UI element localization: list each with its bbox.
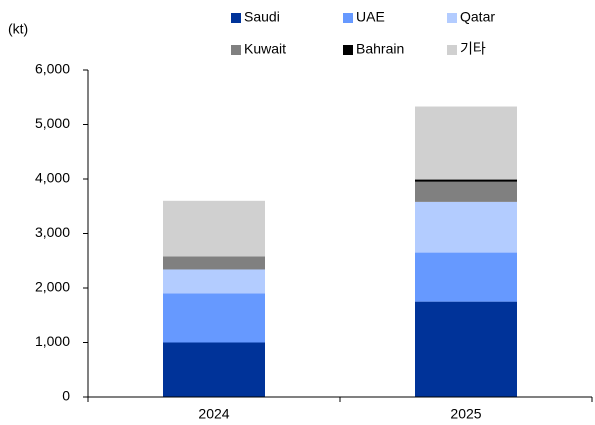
legend-swatch: [343, 13, 353, 23]
bar-segment: [415, 201, 517, 253]
bar-segment: [163, 342, 265, 397]
y-tick-label: 3,000: [35, 224, 70, 240]
bar-segment: [163, 293, 265, 343]
legend-swatch: [447, 45, 457, 55]
bar-segment: [163, 269, 265, 294]
x-tick-label: 2024: [198, 406, 229, 422]
legend-label: Bahrain: [356, 41, 404, 57]
y-tick-label: 6,000: [35, 61, 70, 77]
legend-swatch: [447, 13, 457, 23]
bar-segment: [415, 252, 517, 302]
bar-segment: [163, 200, 265, 257]
legend-label: Qatar: [460, 9, 495, 25]
y-tick-label: 1,000: [35, 333, 70, 349]
y-tick-label: 0: [62, 388, 70, 404]
legend-swatch: [231, 45, 241, 55]
legend-swatch: [231, 13, 241, 23]
legend-label: UAE: [356, 9, 385, 25]
legend-label: Saudi: [244, 9, 280, 25]
bar-segment: [415, 181, 517, 202]
y-axis-label: (kt): [8, 21, 28, 37]
y-tick-label: 5,000: [35, 115, 70, 131]
legend-label: 기타: [460, 41, 486, 57]
bar-segment: [415, 179, 517, 182]
y-tick-label: 4,000: [35, 170, 70, 186]
x-tick-label: 2025: [450, 406, 481, 422]
legend-swatch: [343, 45, 353, 55]
bar-segment: [163, 256, 265, 270]
legend-label: Kuwait: [244, 41, 286, 57]
bar-segment: [415, 106, 517, 180]
y-tick-label: 2,000: [35, 279, 70, 295]
bar-segment: [415, 301, 517, 397]
